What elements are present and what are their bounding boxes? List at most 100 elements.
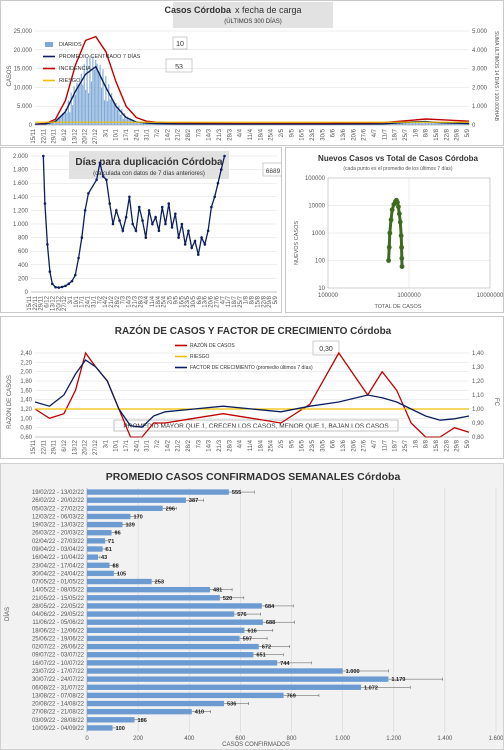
daily-bar — [141, 123, 143, 125]
daily-bar — [109, 99, 111, 125]
value-label: 410 — [195, 710, 204, 716]
x-tick: 14/2 — [165, 128, 171, 140]
daily-bar — [102, 69, 104, 125]
y-tick: 1.400 — [13, 195, 29, 201]
y-tick: 200 — [18, 276, 29, 282]
value-label: 597 — [243, 636, 252, 642]
x-tick: 27/12 — [93, 439, 99, 455]
x-tick: 20/12 — [83, 439, 89, 455]
daily-bar — [51, 121, 53, 125]
data-point — [177, 236, 180, 239]
value-label: 139 — [126, 523, 135, 529]
daily-bar — [442, 122, 444, 125]
x-tick: 21/3 — [217, 439, 223, 451]
daily-bar — [124, 113, 126, 125]
bar — [87, 635, 240, 642]
data-point — [98, 161, 102, 165]
x-tick: 4/7 — [372, 128, 378, 137]
x-tick: 8/8 — [250, 295, 256, 304]
x-tick: 13/6 — [203, 295, 209, 307]
y-tick: 1.200 — [13, 208, 29, 214]
daily-bar — [144, 123, 146, 125]
x-tick: 17/1 — [124, 439, 130, 451]
x-tick: 14/3 — [207, 439, 213, 451]
x-tick: 4/7 — [220, 295, 226, 304]
daily-bar — [409, 122, 411, 125]
y-tick-right: 2.000 — [472, 85, 488, 91]
x-tick: 7/3 — [196, 439, 202, 448]
x-tick: 6/6 — [197, 295, 203, 304]
daily-bar — [95, 59, 97, 126]
x-tick: 6/12 — [62, 439, 68, 451]
y-tick-left: 1,80 — [20, 379, 32, 385]
x-tick: 1/8 — [413, 128, 419, 137]
x-tick: 28/2 — [115, 295, 121, 307]
x-tick: 800 — [286, 736, 297, 742]
daily-bar — [86, 57, 88, 126]
data-point — [164, 222, 167, 226]
y-tick: 10 — [318, 286, 325, 292]
daily-bar — [99, 64, 101, 125]
category-label: 26/03/22 - 20/03/22 — [32, 531, 85, 537]
y-tick: 2.000 — [13, 154, 29, 160]
daily-bar — [63, 113, 65, 125]
daily-bar — [400, 123, 402, 125]
bar — [87, 684, 362, 690]
x-tick: 15/8 — [434, 128, 440, 140]
daily-bar — [438, 123, 440, 125]
panel-duplicacion: Días para duplicación Córdoba (calculada… — [0, 147, 282, 313]
y-tick-right: 1.000 — [472, 104, 488, 110]
y-tick: 1.600 — [13, 181, 29, 187]
daily-bar — [430, 121, 432, 125]
x-tick: 14/2 — [165, 439, 171, 451]
data-point — [157, 229, 161, 233]
y-axis-label: DÍAS — [4, 607, 11, 621]
value-label: 555 — [232, 490, 241, 496]
bar — [87, 627, 245, 634]
x-tick: 25/4 — [162, 295, 168, 307]
daily-bar — [399, 122, 401, 125]
daily-bar — [443, 123, 445, 125]
daily-bar — [160, 123, 162, 125]
daily-bar — [132, 120, 134, 125]
daily-bar — [135, 122, 137, 125]
chart-title: PROMEDIO CASOS CONFIRMADOS SEMANALES Cór… — [106, 471, 401, 483]
bar — [87, 586, 210, 593]
x-tick: 11/7 — [382, 128, 388, 140]
y-tick: 1.000 — [13, 222, 29, 228]
daily-bar — [401, 121, 404, 125]
x-tick: 29/11 — [52, 128, 58, 143]
series-razon — [34, 351, 470, 438]
daily-bar — [137, 121, 139, 125]
x-tick: 27/12 — [93, 128, 99, 144]
daily-bar — [462, 123, 464, 125]
daily-bar — [92, 56, 94, 125]
x-tick: 13/12 — [72, 128, 78, 144]
category-label: 19/02/22 - 13/02/22 — [32, 490, 85, 496]
bar — [87, 708, 192, 715]
x-tick: 30/5 — [320, 439, 326, 451]
daily-bar — [451, 123, 453, 125]
daily-bar — [413, 121, 415, 125]
bar — [87, 700, 225, 707]
x-tick: 23/5 — [310, 439, 316, 451]
y-tick-right: 1,30 — [472, 365, 484, 371]
y-tick-left: 20.000 — [14, 48, 33, 54]
bar — [87, 603, 262, 609]
y-tick-right: 1,20 — [472, 379, 484, 385]
daily-bar — [115, 103, 117, 125]
daily-bar — [69, 112, 71, 125]
data-point — [193, 239, 197, 243]
daily-bar — [423, 120, 425, 125]
x-tick: 1.600 — [488, 736, 504, 742]
panel-promedio-semanal: PROMEDIO CASOS CONFIRMADOS SEMANALES Cór… — [0, 463, 504, 750]
data-point — [60, 285, 64, 289]
daily-bar — [420, 120, 422, 125]
x-tick: 11/4 — [248, 439, 254, 451]
x-tick: 29/11 — [39, 295, 45, 310]
bar — [87, 725, 113, 731]
daily-bar — [127, 116, 129, 125]
y-tick-right: 1,00 — [472, 407, 484, 413]
data-point — [121, 229, 125, 233]
x-tick: 3/1 — [103, 128, 109, 137]
